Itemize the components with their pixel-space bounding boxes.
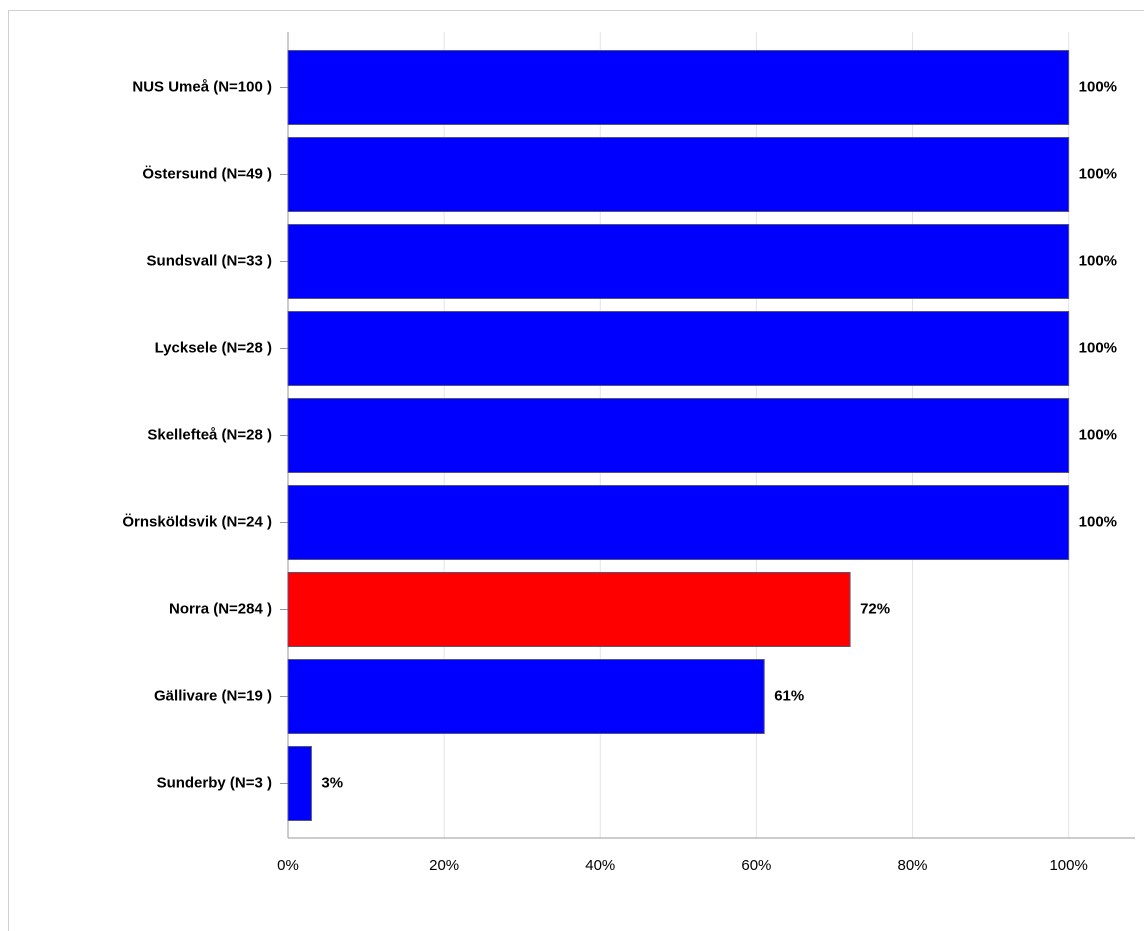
bar — [287, 50, 1070, 125]
y-tick-label: Lycksele (N=28 ) — [155, 339, 272, 356]
y-tick-label: NUS Umeå (N=100 ) — [132, 78, 272, 95]
value-label: 72% — [860, 600, 890, 617]
x-tick-label: 20% — [429, 857, 459, 874]
bar — [287, 398, 1070, 473]
value-label: 100% — [1079, 426, 1117, 443]
bar — [287, 137, 1070, 212]
y-tick-label: Sundsvall (N=33 ) — [147, 252, 272, 269]
value-label: 100% — [1079, 513, 1117, 530]
bar — [287, 746, 312, 821]
y-tick-label: Norra (N=284 ) — [169, 600, 272, 617]
value-label: 100% — [1079, 339, 1117, 356]
y-tick-label: Skellefteå (N=28 ) — [147, 426, 272, 443]
x-tick-label: 100% — [1049, 857, 1087, 874]
y-tick-label: Örnsköldsvik (N=24 ) — [122, 513, 272, 530]
bar — [287, 224, 1070, 299]
x-tick-label: 60% — [741, 857, 771, 874]
x-tick-label: 80% — [898, 857, 928, 874]
x-tick-label: 40% — [585, 857, 615, 874]
bar — [287, 311, 1070, 386]
y-tick-label: Gällivare (N=19 ) — [154, 687, 272, 704]
value-label: 100% — [1079, 78, 1117, 95]
value-label: 100% — [1079, 252, 1117, 269]
frame — [8, 10, 1144, 931]
y-tick-label: Sunderby (N=3 ) — [157, 774, 272, 791]
bar — [287, 485, 1070, 560]
x-tick-label: 0% — [277, 857, 299, 874]
value-label: 3% — [321, 774, 343, 791]
y-tick-label: Östersund (N=49 ) — [142, 165, 272, 182]
value-label: 100% — [1079, 165, 1117, 182]
bar — [287, 572, 851, 647]
bar — [287, 659, 765, 734]
value-label: 61% — [774, 687, 804, 704]
